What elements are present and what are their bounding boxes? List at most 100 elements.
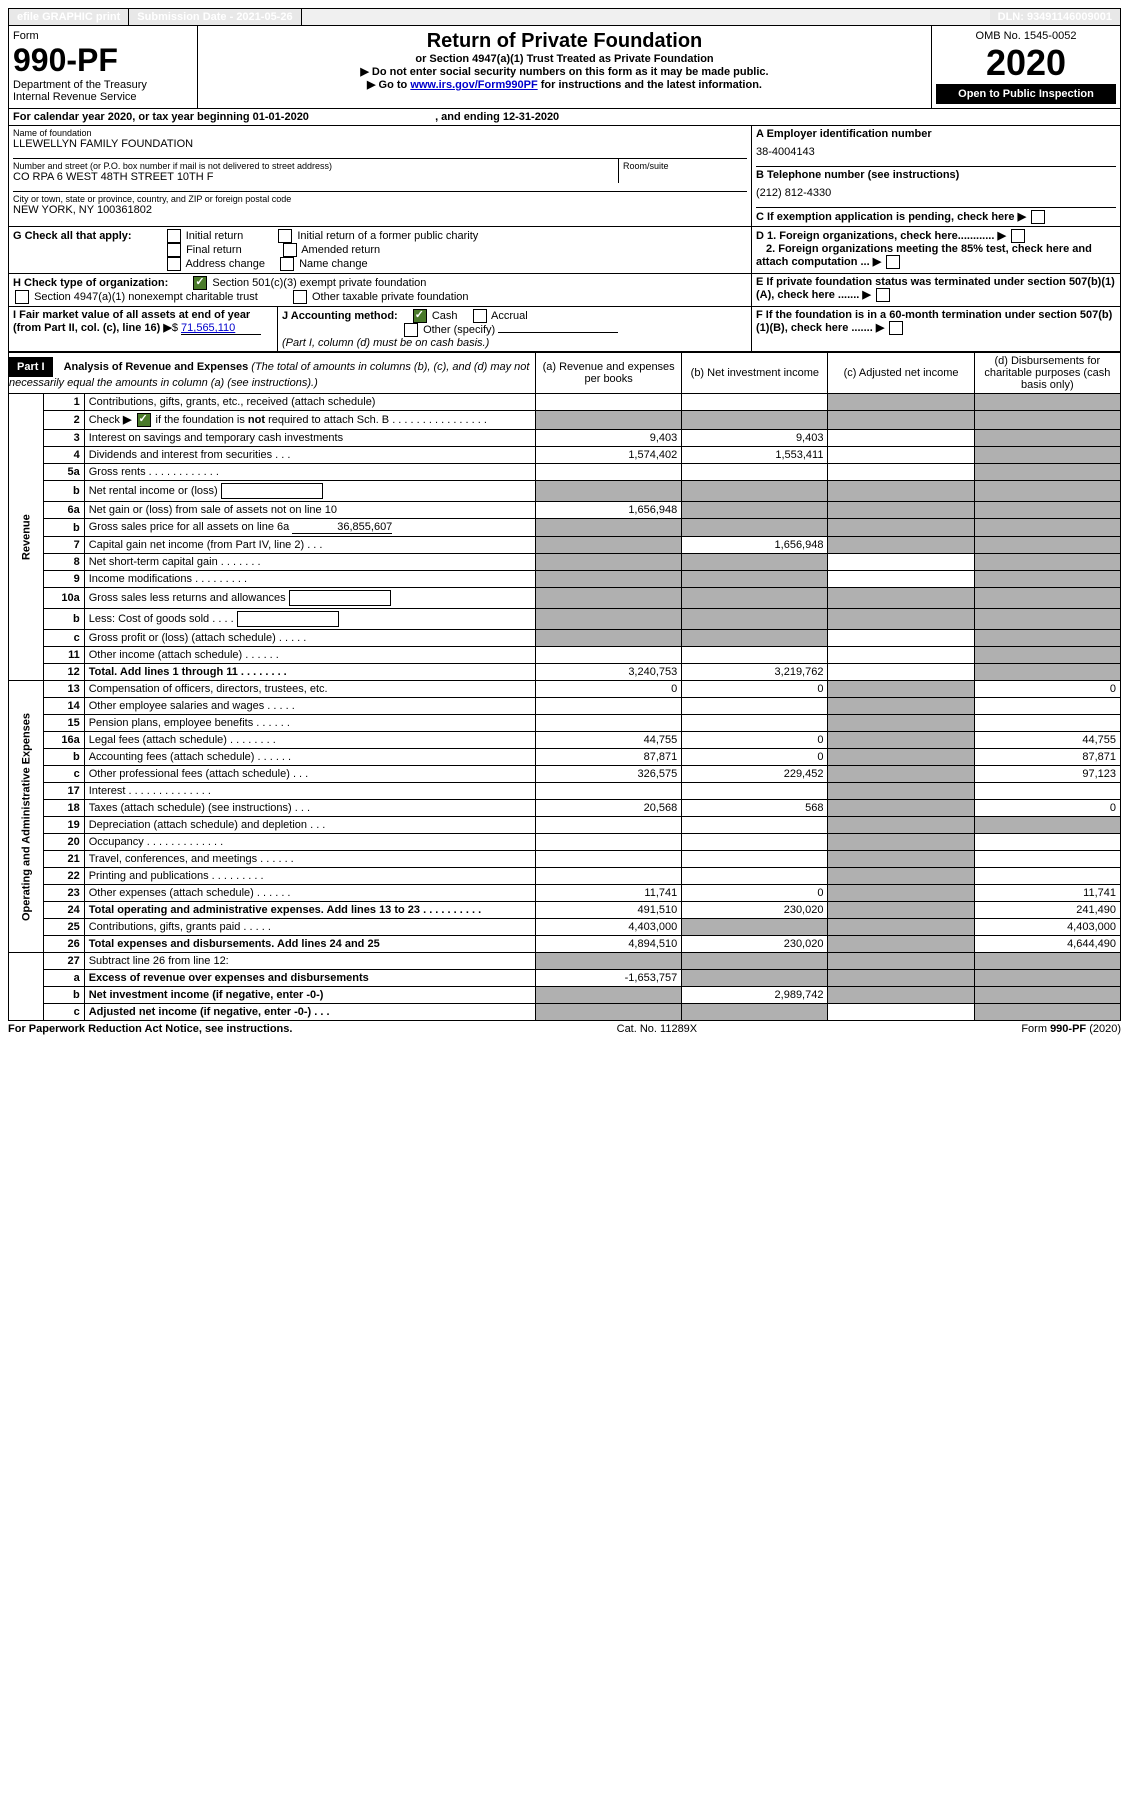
row-desc: Adjusted net income (if negative, enter …: [84, 1004, 535, 1021]
j-cash-label: Cash: [432, 310, 458, 322]
cell-value: 1,574,402: [536, 447, 682, 464]
dln: DLN: 93491146009001: [990, 9, 1120, 25]
g-amended-checkbox[interactable]: [283, 243, 297, 257]
g-name-checkbox[interactable]: [280, 257, 294, 271]
cell-value: 87,871: [974, 749, 1120, 766]
cell-shaded: [974, 554, 1120, 571]
cell-value: 9,403: [682, 430, 828, 447]
form-subtitle: or Section 4947(a)(1) Trust Treated as P…: [202, 53, 927, 65]
j-accrual-checkbox[interactable]: [473, 309, 487, 323]
i-block: I Fair market value of all assets at end…: [9, 307, 278, 351]
g-opt-2: Final return: [186, 244, 242, 256]
cell-value: [828, 571, 974, 588]
cell-shaded: [536, 481, 682, 502]
cell-shaded: [974, 817, 1120, 834]
b-value: (212) 812-4330: [756, 187, 1116, 199]
row-desc: Interest on savings and temporary cash i…: [84, 430, 535, 447]
row-number: 14: [43, 698, 84, 715]
row-number: 24: [43, 902, 84, 919]
cal-mid: , and ending: [435, 111, 503, 123]
cell-shaded: [974, 537, 1120, 554]
note-2: ▶ Go to www.irs.gov/Form990PF for instru…: [202, 78, 927, 91]
d2-checkbox[interactable]: [886, 255, 900, 269]
c-checkbox[interactable]: [1031, 210, 1045, 224]
d1-checkbox[interactable]: [1011, 229, 1025, 243]
j-other-checkbox[interactable]: [404, 323, 418, 337]
table-row: 27Subtract line 26 from line 12:: [9, 953, 1121, 970]
cell-shaded: [536, 1004, 682, 1021]
row-number: c: [43, 1004, 84, 1021]
cell-shaded: [974, 571, 1120, 588]
g-initial-former-checkbox[interactable]: [278, 229, 292, 243]
footer-center: Cat. No. 11289X: [617, 1023, 698, 1035]
form-link[interactable]: www.irs.gov/Form990PF: [410, 79, 537, 91]
i-value[interactable]: 71,565,110: [181, 322, 261, 335]
cell-shaded: [536, 519, 682, 537]
cell-value: [682, 715, 828, 732]
row-number: 27: [43, 953, 84, 970]
h-other-checkbox[interactable]: [293, 290, 307, 304]
cell-shaded: [828, 519, 974, 537]
row-desc: Other employee salaries and wages . . . …: [84, 698, 535, 715]
h-4947-checkbox[interactable]: [15, 290, 29, 304]
g-address-checkbox[interactable]: [167, 257, 181, 271]
cell-value: [682, 394, 828, 411]
g-opt-3: Amended return: [301, 244, 380, 256]
cell-value: [974, 834, 1120, 851]
cell-value: 326,575: [536, 766, 682, 783]
cell-shaded: [682, 554, 828, 571]
cal-prefix: For calendar year 2020, or tax year begi…: [13, 111, 253, 123]
cell-shaded: [974, 502, 1120, 519]
table-row: 15Pension plans, employee benefits . . .…: [9, 715, 1121, 732]
row-desc: Capital gain net income (from Part IV, l…: [84, 537, 535, 554]
e-checkbox[interactable]: [876, 288, 890, 302]
cell-shaded: [828, 698, 974, 715]
row-desc: Check ▶ if the foundation is not require…: [84, 411, 535, 430]
row-number: 19: [43, 817, 84, 834]
table-row: 3Interest on savings and temporary cash …: [9, 430, 1121, 447]
g-final-checkbox[interactable]: [167, 243, 181, 257]
row-number: c: [43, 630, 84, 647]
cell-value: [828, 447, 974, 464]
row-number: c: [43, 766, 84, 783]
calendar-year-row: For calendar year 2020, or tax year begi…: [8, 109, 1121, 126]
cell-value: [828, 647, 974, 664]
cell-value: 44,755: [974, 732, 1120, 749]
col-d-header: (d) Disbursements for charitable purpose…: [974, 353, 1120, 394]
cell-value: 1,553,411: [682, 447, 828, 464]
h-501c3-checkbox[interactable]: [193, 276, 207, 290]
cell-shaded: [974, 411, 1120, 430]
schb-checkbox[interactable]: [137, 413, 151, 427]
j-cash-checkbox[interactable]: [413, 309, 427, 323]
id-block: Name of foundation LLEWELLYN FAMILY FOUN…: [8, 126, 1121, 227]
j-block: J Accounting method: Cash Accrual Other …: [278, 307, 752, 351]
cell-shaded: [828, 970, 974, 987]
row-desc: Other expenses (attach schedule) . . . .…: [84, 885, 535, 902]
row-desc: Pension plans, employee benefits . . . .…: [84, 715, 535, 732]
room-label: Room/suite: [623, 161, 743, 171]
cell-value: 568: [682, 800, 828, 817]
table-row: 22Printing and publications . . . . . . …: [9, 868, 1121, 885]
cell-value: [974, 715, 1120, 732]
table-row: bGross sales price for all assets on lin…: [9, 519, 1121, 537]
row-desc: Other income (attach schedule) . . . . .…: [84, 647, 535, 664]
footer-right: Form 990-PF (2020): [1021, 1023, 1121, 1035]
cell-value: [828, 630, 974, 647]
row-desc: Total. Add lines 1 through 11 . . . . . …: [84, 664, 535, 681]
table-row: 12Total. Add lines 1 through 11 . . . . …: [9, 664, 1121, 681]
cell-shaded: [974, 481, 1120, 502]
g-initial-checkbox[interactable]: [167, 229, 181, 243]
d1-label: D 1. Foreign organizations, check here..…: [756, 230, 994, 242]
city-label: City or town, state or province, country…: [13, 194, 747, 204]
row-desc: Dividends and interest from securities .…: [84, 447, 535, 464]
row-desc: Other professional fees (attach schedule…: [84, 766, 535, 783]
cell-value: 0: [536, 681, 682, 698]
f-checkbox[interactable]: [889, 321, 903, 335]
col-a-header: (a) Revenue and expenses per books: [536, 353, 682, 394]
cell-shaded: [828, 394, 974, 411]
form-header: Form 990-PF Department of the Treasury I…: [8, 26, 1121, 109]
row-number: 9: [43, 571, 84, 588]
table-row: 24Total operating and administrative exp…: [9, 902, 1121, 919]
g-opt-5: Name change: [299, 258, 368, 270]
cell-value: [536, 394, 682, 411]
